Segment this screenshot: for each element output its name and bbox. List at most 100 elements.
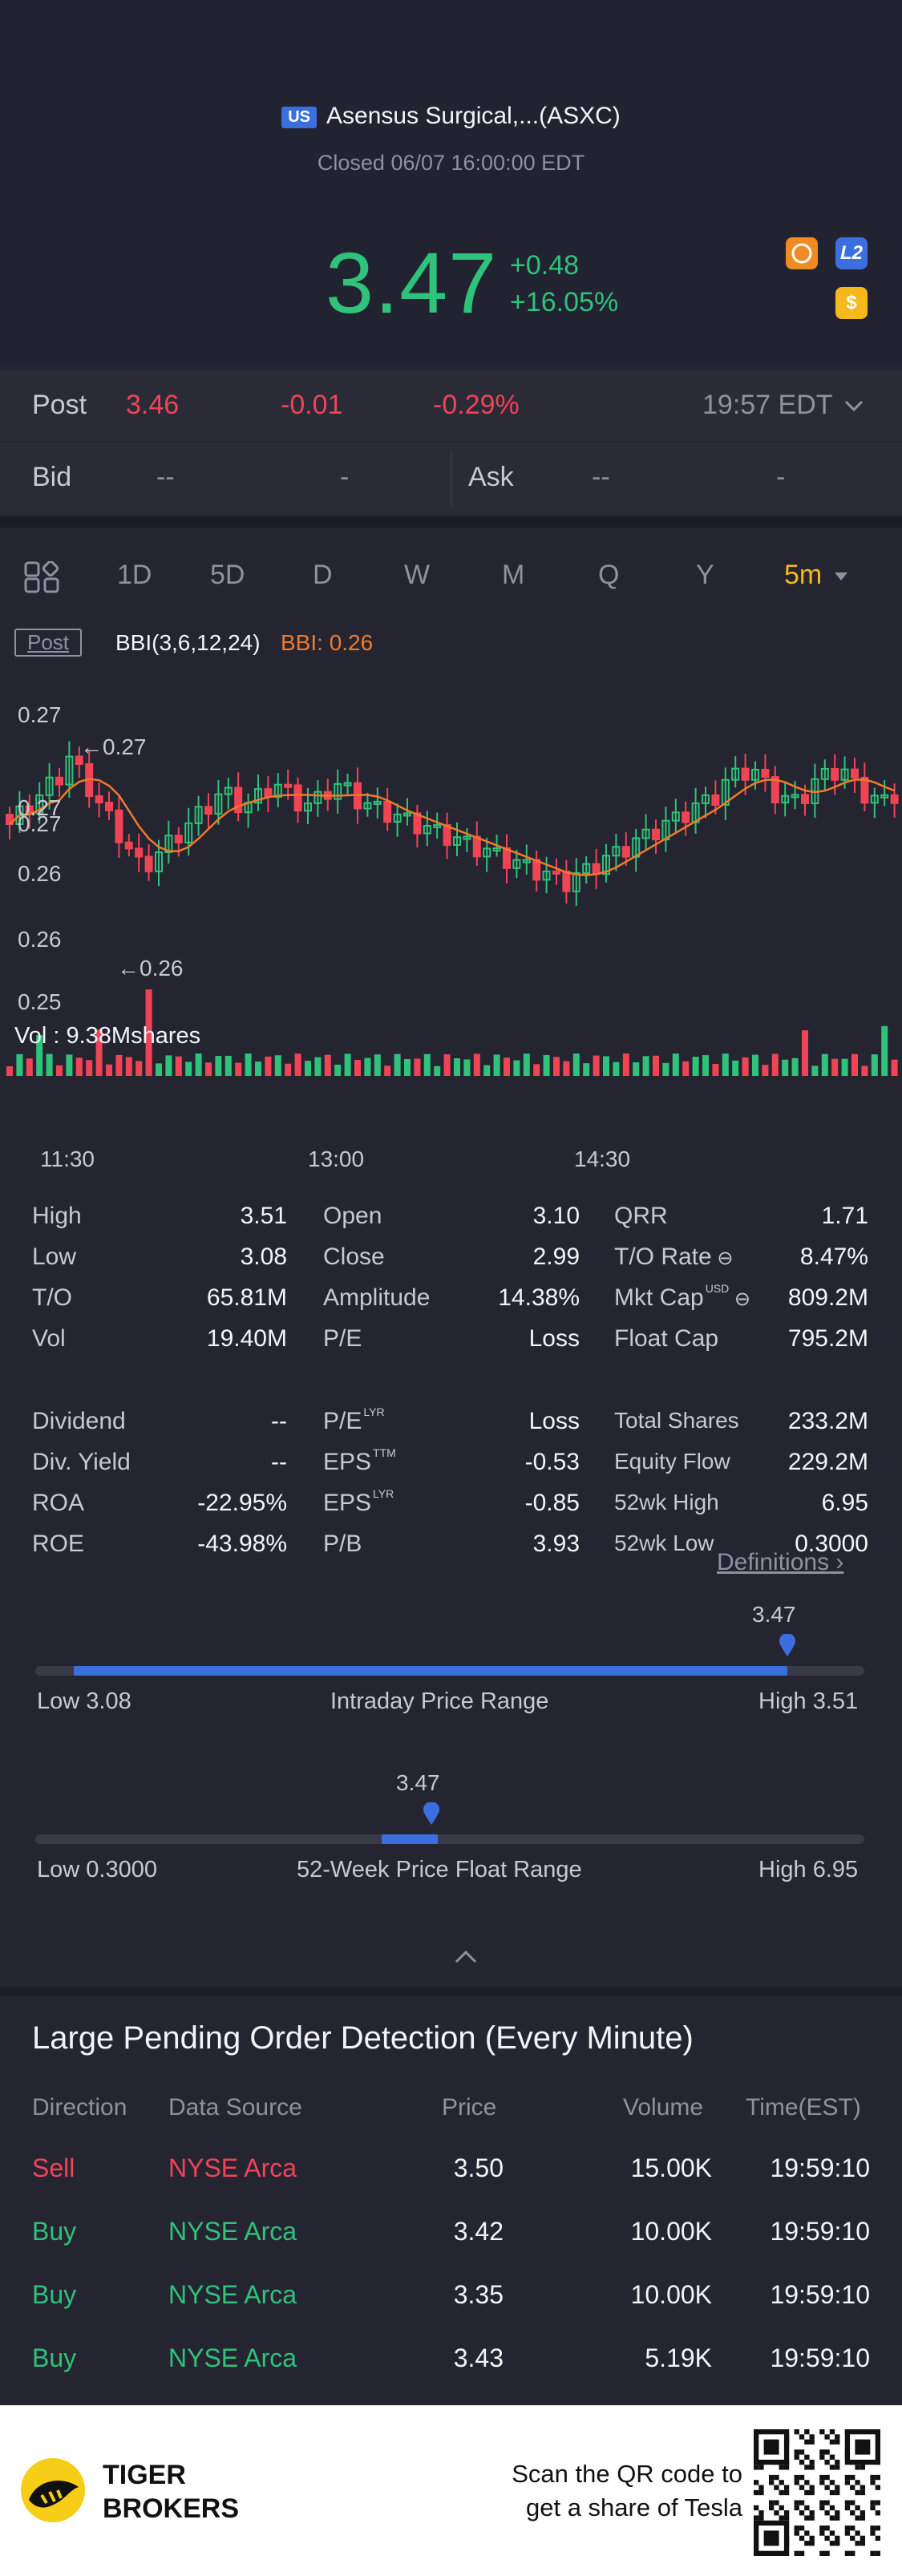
- candle-body: [234, 787, 243, 814]
- tab-1d[interactable]: 1D: [117, 560, 152, 590]
- stat-label: 52wk High: [614, 1490, 719, 1514]
- candle-body: [155, 851, 163, 872]
- indicator-name[interactable]: BBI(3,6,12,24): [115, 630, 261, 655]
- week52-fill: [382, 1834, 438, 1844]
- stat-superscript: USD: [705, 1282, 730, 1295]
- tiger-logo-icon: [21, 2458, 85, 2522]
- candle-body: [264, 788, 273, 799]
- volume-bar: [633, 1062, 640, 1076]
- stat-label: P/E LYR: [323, 1405, 385, 1434]
- order-direction: Buy: [32, 2217, 77, 2246]
- tab-d[interactable]: D: [313, 560, 333, 590]
- intraday-title: Intraday Price Range: [330, 1688, 549, 1714]
- candle-body: [413, 812, 422, 835]
- grid-layout-icon[interactable]: [24, 561, 59, 593]
- info-icon[interactable]: ⊖: [729, 1288, 751, 1310]
- volume-bar: [354, 1059, 361, 1076]
- week52-track: [35, 1834, 864, 1844]
- dollar-icon[interactable]: $: [835, 287, 868, 319]
- compass-icon[interactable]: [786, 237, 818, 269]
- volume-bar: [404, 1058, 411, 1076]
- volume-bar: [384, 1066, 391, 1076]
- bid-ask-row: Bid -- - Ask -- -: [0, 443, 902, 515]
- candlestick-chart: [6, 741, 899, 1076]
- candle-body: [711, 794, 720, 806]
- stat-value: --: [271, 1408, 287, 1434]
- tab-5m[interactable]: 5m: [784, 560, 823, 590]
- week52-high: High 6.95: [758, 1857, 859, 1882]
- volume-bar: [672, 1053, 679, 1076]
- tab-5d[interactable]: 5D: [210, 560, 245, 590]
- level2-icon[interactable]: L2: [835, 237, 868, 269]
- stat-value: 233.2M: [787, 1408, 868, 1434]
- volume-bar: [782, 1059, 789, 1076]
- candle-body: [363, 802, 372, 810]
- stat-value: 1.71: [821, 1203, 868, 1229]
- candle-body: [164, 835, 173, 853]
- candle-body: [602, 855, 610, 876]
- volume-bar: [712, 1064, 719, 1076]
- market-status: Closed 06/07 16:00:00 EDT: [317, 151, 585, 175]
- tab-w[interactable]: W: [404, 560, 431, 590]
- candle-body: [751, 768, 759, 781]
- volume-bar: [136, 1061, 143, 1076]
- candle-body: [483, 847, 491, 858]
- volume-bar: [16, 1053, 23, 1076]
- stat-value: -43.98%: [197, 1531, 287, 1557]
- definitions-link[interactable]: Definitions ›: [717, 1549, 844, 1575]
- stock-title[interactable]: US Asensus Surgical,...(ASXC): [0, 103, 902, 130]
- info-icon[interactable]: ⊖: [711, 1248, 734, 1269]
- bbi-line: [9, 778, 896, 876]
- candle-body: [781, 795, 790, 804]
- volume-bar: [742, 1057, 749, 1076]
- volume-bar: [423, 1053, 431, 1076]
- candle-body: [771, 776, 779, 804]
- candle-body: [393, 813, 402, 823]
- x-tick-1: 13:00: [308, 1146, 365, 1171]
- candle-body: [552, 870, 560, 875]
- post-toggle[interactable]: Post: [14, 629, 83, 657]
- volume-bar: [752, 1054, 758, 1076]
- candle-body: [75, 755, 83, 766]
- volume-bar: [245, 1053, 252, 1076]
- intraday-marker-pin: [779, 1634, 795, 1656]
- stat-label: Low: [32, 1244, 77, 1270]
- candle-body: [851, 768, 859, 778]
- volume-bar: [185, 1062, 192, 1076]
- qr-code-icon[interactable]: [754, 2429, 880, 2556]
- order-source: NYSE Arca: [168, 2280, 297, 2309]
- candle-body: [313, 791, 322, 804]
- tab-y[interactable]: Y: [696, 560, 714, 590]
- candle-body: [503, 847, 511, 869]
- collapse-chevron-icon[interactable]: [454, 1948, 478, 1964]
- order-source: NYSE Arca: [168, 2343, 297, 2372]
- order-volume: 5.19K: [645, 2343, 712, 2372]
- volume-bar: [175, 1056, 182, 1076]
- order-source: NYSE Arca: [168, 2153, 297, 2182]
- volume-bar: [871, 1054, 878, 1076]
- candle-body: [831, 767, 839, 781]
- order-price: 3.42: [453, 2217, 504, 2246]
- volume-bar: [891, 1059, 898, 1076]
- intraday-marker-value: 3.47: [752, 1602, 796, 1627]
- promo-footer[interactable]: TIGER BROKERS Scan the QR code to get a …: [0, 2405, 902, 2576]
- brand-line2: BROKERS: [103, 2493, 240, 2524]
- candle-body: [254, 788, 262, 804]
- volume-bar: [861, 1066, 868, 1076]
- volume-bar: [434, 1066, 441, 1076]
- tab-m[interactable]: M: [502, 560, 525, 590]
- intraday-range: 3.47 Low 3.08 Intraday Price Range High …: [0, 1595, 902, 1724]
- volume-bar: [314, 1057, 322, 1076]
- stat-value: 229.2M: [787, 1449, 868, 1475]
- post-change-percent: -0.29%: [433, 390, 520, 420]
- order-price: 3.50: [453, 2153, 504, 2182]
- stat-label: Equity Flow: [614, 1449, 730, 1474]
- bid-ask-divider: [451, 451, 452, 507]
- volume-bar: [165, 1055, 172, 1076]
- tab-q[interactable]: Q: [598, 560, 620, 590]
- candle-body: [343, 782, 352, 787]
- post-market-row[interactable]: Post 3.46 -0.01 -0.29% 19:57 EDT: [0, 370, 902, 441]
- volume-bar: [483, 1065, 491, 1076]
- volume-bar: [653, 1055, 659, 1076]
- price-chart[interactable]: [0, 689, 902, 1122]
